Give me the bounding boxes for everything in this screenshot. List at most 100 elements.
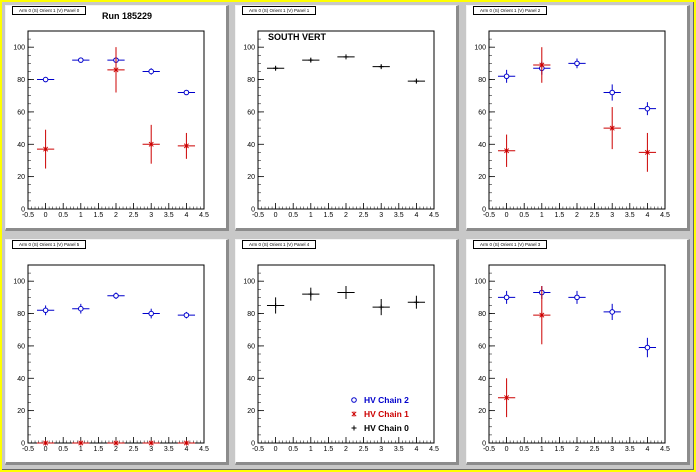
x-tick-label: 3.5 [625,212,635,219]
y-tick-label: 100 [13,279,25,286]
x-tick-label: 3 [379,446,383,453]
y-tick-label: 0 [251,207,255,214]
pad-title: Arm 0 (S) Orient 1 (V) Panel 5 [12,240,87,249]
data-point-circle [42,307,49,314]
data-point-star [78,440,84,446]
x-tick-label: 3.5 [394,446,404,453]
x-tick-label: 2 [575,212,579,219]
data-point-plus [413,78,419,84]
x-tick-label: 1 [540,446,544,453]
y-tick-label: 0 [482,441,486,448]
data-point-circle [148,68,154,75]
x-tick-label: 2 [114,212,118,219]
x-tick-label: 0 [44,446,48,453]
x-tick-label: 4.5 [429,446,439,453]
x-tick-label: 4 [184,212,188,219]
data-point-plus [308,57,314,63]
data-point-circle [609,89,615,96]
data-point-plus [378,64,384,70]
x-tick-label: 4.5 [429,212,439,219]
x-tick-label: 1.5 [94,446,104,453]
data-point-circle [42,76,49,83]
x-tick-label: -0.5 [22,212,34,219]
x-tick-label: 2 [344,212,348,219]
data-point-plus [273,65,279,71]
y-tick-label: 100 [13,45,25,52]
x-tick-label: 2 [575,446,579,453]
x-tick-label: 4 [184,446,188,453]
data-point-circle [503,294,510,301]
x-tick-label: 0 [505,446,509,453]
x-tick-label: 2 [114,446,118,453]
x-tick-label: 3.5 [164,446,174,453]
pad-panel-0: -0.5 0 0.5 1 1.5 2 2.5 3 3.5 4 4.5 0 20 40 60 80 100 Run … [5,5,229,231]
x-tick-label: 1.5 [324,212,334,219]
y-tick-label: 60 [247,109,255,116]
pad-panel-1: -0.5 0 0.5 1 1.5 2 2.5 3 3.5 4 4.5 0 20 40 60 80 100 SOUT… [235,5,459,231]
x-tick-label: 4.5 [199,212,209,219]
x-tick-label: 3 [379,212,383,219]
data-point-circle [644,105,651,112]
x-tick-label: 0 [274,212,278,219]
x-tick-label: 0 [44,212,48,219]
data-point-circle [609,309,615,315]
y-tick-label: 60 [478,109,486,116]
data-point-circle [574,60,580,67]
y-tick-label: 80 [247,77,255,84]
x-tick-label: 2.5 [129,446,139,453]
y-tick-label: 0 [21,441,25,448]
data-point-star [609,125,615,131]
data-point-star [113,67,119,73]
x-tick-label: 1 [540,212,544,219]
data-point-star [504,148,510,154]
pad-title: Arm 0 (S) Orient 1 (V) Panel 4 [242,240,317,249]
plot-frame [488,30,666,210]
x-tick-label: 0.5 [519,212,529,219]
pad-panel-3: -0.5 0 0.5 1 1.5 2 2.5 3 3.5 4 4.5 0 20 40 60 80 100 Arm… [466,239,690,465]
x-tick-label: 4.5 [660,446,670,453]
data-point-circle [78,57,84,63]
plot-panel-1: -0.5 0 0.5 1 1.5 2 2.5 3 3.5 4 4.5020406080100SOUT… [243,30,439,219]
data-point-plus [343,54,349,60]
data-point-plus [273,302,279,308]
x-tick-label: 0.5 [519,446,529,453]
data-point-plus [413,299,419,305]
y-tick-label: 80 [17,311,25,318]
data-point-circle [183,89,190,96]
x-tick-label: 4.5 [660,212,670,219]
y-tick-label: 20 [478,174,486,181]
data-point-star [148,141,154,147]
x-tick-label: 2.5 [590,446,600,453]
y-tick-label: 60 [17,109,25,116]
y-tick-label: 60 [247,343,255,350]
legend-marker-star [351,411,357,417]
pad-title: Arm 0 (S) Orient 1 (V) Panel 1 [242,6,317,15]
x-tick-label: 0 [505,212,509,219]
x-tick-label: 3 [610,212,614,219]
data-point-star [43,440,49,446]
y-tick-label: 60 [17,343,25,350]
data-point-circle [574,294,580,301]
x-tick-label: 3 [149,446,153,453]
x-tick-label: 3 [149,212,153,219]
data-point-star [183,143,189,149]
plot-frame [27,264,205,444]
x-tick-label: -0.5 [483,446,495,453]
plot-panel-0: -0.5 0 0.5 1 1.5 2 2.5 3 3.5 4 4.5020406080100Run … [13,11,209,219]
y-tick-label: 100 [474,279,486,286]
x-tick-label: 4 [645,446,649,453]
x-tick-label: 1 [309,446,313,453]
x-tick-label: -0.5 [22,446,34,453]
x-tick-label: 1.5 [94,212,104,219]
y-tick-label: 0 [21,207,25,214]
x-tick-label: 2.5 [359,212,369,219]
x-tick-label: 2 [344,446,348,453]
y-tick-label: 40 [247,376,255,383]
y-tick-label: 40 [17,142,25,149]
pad-title: Arm 0 (S) Orient 1 (V) Panel 0 [12,6,87,15]
